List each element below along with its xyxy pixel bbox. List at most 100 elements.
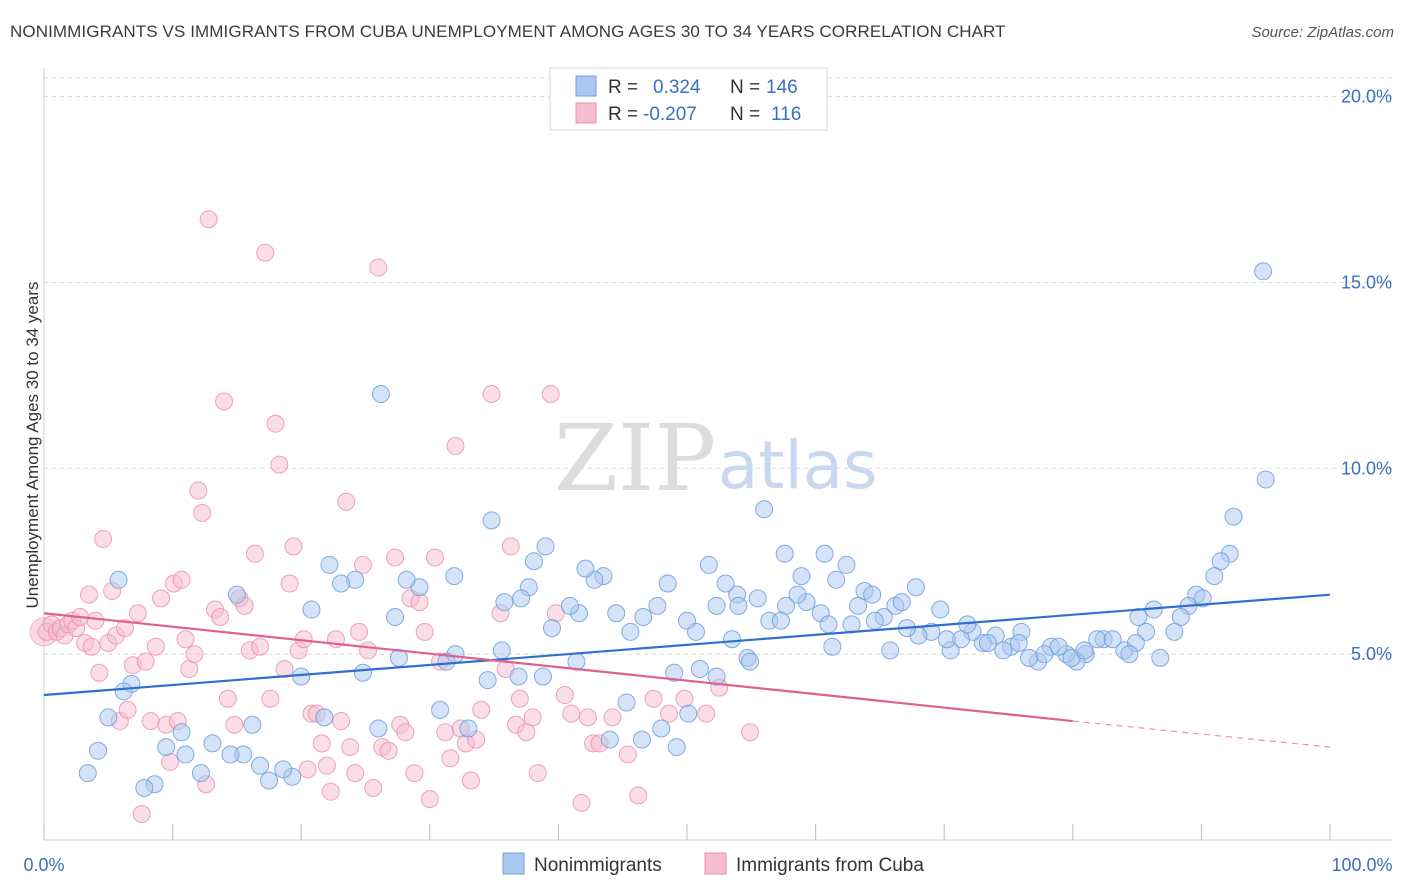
point-nonimmigrants-78	[397, 570, 416, 589]
point-immigrants-14	[94, 529, 113, 548]
point-immigrants-79	[396, 723, 415, 742]
point-nonimmigrants-140	[1103, 630, 1122, 649]
legend-swatch-pink	[575, 102, 597, 124]
legend-top: R = 0.324 N = 146 R = -0.207 N = 116	[549, 67, 828, 131]
point-nonimmigrants-95	[227, 585, 246, 604]
point-immigrants-77	[386, 548, 405, 567]
point-nonimmigrants-145	[665, 663, 684, 682]
point-nonimmigrants-80	[386, 607, 405, 626]
point-nonimmigrants-63	[542, 619, 561, 638]
point-immigrants-25	[141, 712, 160, 731]
series-nonimmigrants	[78, 262, 1275, 797]
point-nonimmigrants-68	[509, 667, 528, 686]
point-nonimmigrants-5	[1211, 552, 1230, 571]
point-nonimmigrants-37	[842, 615, 861, 634]
point-nonimmigrants-76	[431, 700, 450, 719]
point-immigrants-103	[528, 764, 547, 783]
legend-n-label-2: N =	[730, 104, 760, 125]
point-nonimmigrants-111	[617, 693, 636, 712]
point-immigrants-102	[523, 708, 542, 727]
point-nonimmigrants-62	[560, 596, 579, 615]
point-immigrants-100	[510, 689, 529, 708]
point-immigrants-74	[369, 258, 388, 277]
point-immigrants-39	[199, 210, 218, 229]
point-immigrants-76	[379, 741, 398, 760]
point-nonimmigrants-21	[1020, 648, 1039, 667]
point-nonimmigrants-0	[371, 384, 390, 403]
point-nonimmigrants-67	[512, 589, 531, 608]
y-tick-label-5: 5.0%	[1351, 644, 1392, 664]
point-immigrants-71	[353, 555, 372, 574]
legend-n-label-1: N =	[730, 77, 760, 98]
legend-swatch-blue	[575, 75, 597, 97]
y-axis-label: Unemployment Among Ages 30 to 34 years	[23, 282, 42, 609]
point-immigrants-10	[80, 585, 99, 604]
point-nonimmigrants-53	[658, 574, 677, 593]
point-nonimmigrants-29	[931, 600, 950, 619]
point-immigrants-89	[446, 436, 465, 455]
point-immigrants-41	[211, 607, 230, 626]
point-immigrants-114	[629, 786, 648, 805]
point-nonimmigrants-55	[634, 607, 653, 626]
point-immigrants-83	[415, 622, 434, 641]
point-nonimmigrants-3	[1224, 507, 1243, 526]
point-nonimmigrants-92	[251, 756, 270, 775]
point-immigrants-59	[298, 760, 317, 779]
point-nonimmigrants-96	[221, 745, 240, 764]
point-nonimmigrants-146	[729, 596, 748, 615]
point-nonimmigrants-85	[320, 555, 339, 574]
point-immigrants-70	[350, 622, 369, 641]
point-nonimmigrants-1	[1254, 262, 1273, 281]
point-nonimmigrants-116	[690, 660, 709, 679]
point-immigrants-12	[86, 611, 105, 630]
point-nonimmigrants-54	[648, 596, 667, 615]
point-nonimmigrants-138	[1075, 641, 1094, 660]
point-nonimmigrants-150	[536, 537, 555, 556]
legend-bottom-label-nonimmigrants: Nonimmigrants	[534, 855, 662, 876]
point-nonimmigrants-2	[1256, 470, 1275, 489]
point-nonimmigrants-127	[881, 641, 900, 660]
y-tick-label-20: 20.0%	[1341, 87, 1392, 107]
axes	[43, 68, 1392, 841]
point-nonimmigrants-110	[600, 730, 619, 749]
trend-line-nonimmigrants	[43, 593, 1331, 697]
point-immigrants-33	[176, 630, 195, 649]
point-nonimmigrants-128	[892, 593, 911, 612]
point-immigrants-53	[270, 455, 289, 474]
point-nonimmigrants-81	[369, 719, 388, 738]
tick-labels: 5.0% 10.0% 15.0% 20.0% 0.0% 100.0%	[23, 87, 1392, 875]
legend-r-value-2: -0.207	[643, 104, 697, 125]
point-nonimmigrants-38	[827, 570, 846, 589]
point-nonimmigrants-84	[332, 574, 351, 593]
point-nonimmigrants-65	[524, 552, 543, 571]
point-nonimmigrants-151	[492, 641, 511, 660]
point-immigrants-55	[280, 574, 299, 593]
point-immigrants-27	[152, 589, 171, 608]
point-nonimmigrants-143	[1165, 622, 1184, 641]
point-nonimmigrants-113	[652, 719, 671, 738]
point-nonimmigrants-48	[716, 574, 735, 593]
point-immigrants-32	[172, 570, 191, 589]
point-nonimmigrants-82	[353, 663, 372, 682]
point-nonimmigrants-57	[607, 604, 626, 623]
point-immigrants-11	[82, 637, 101, 656]
point-immigrants-52	[266, 414, 285, 433]
point-nonimmigrants-64	[533, 667, 552, 686]
point-nonimmigrants-125	[849, 596, 868, 615]
legend-bottom-label-immigrants: Immigrants from Cuba	[736, 855, 924, 876]
legend-bottom-swatch-blue	[502, 852, 525, 875]
y-tick-label-15: 15.0%	[1341, 272, 1392, 292]
point-nonimmigrants-12	[1129, 607, 1148, 626]
watermark-atlas: atlas	[718, 427, 878, 504]
point-nonimmigrants-124	[837, 555, 856, 574]
point-nonimmigrants-132	[978, 633, 997, 652]
point-nonimmigrants-35	[865, 611, 884, 630]
point-immigrants-13	[90, 663, 109, 682]
watermark-zip: ZIP	[554, 405, 716, 512]
y-tick-label-10: 10.0%	[1341, 458, 1392, 478]
point-nonimmigrants-87	[302, 600, 321, 619]
point-immigrants-73	[364, 778, 383, 797]
point-immigrants-115	[644, 689, 663, 708]
point-immigrants-98	[501, 537, 520, 556]
point-nonimmigrants-39	[823, 637, 842, 656]
